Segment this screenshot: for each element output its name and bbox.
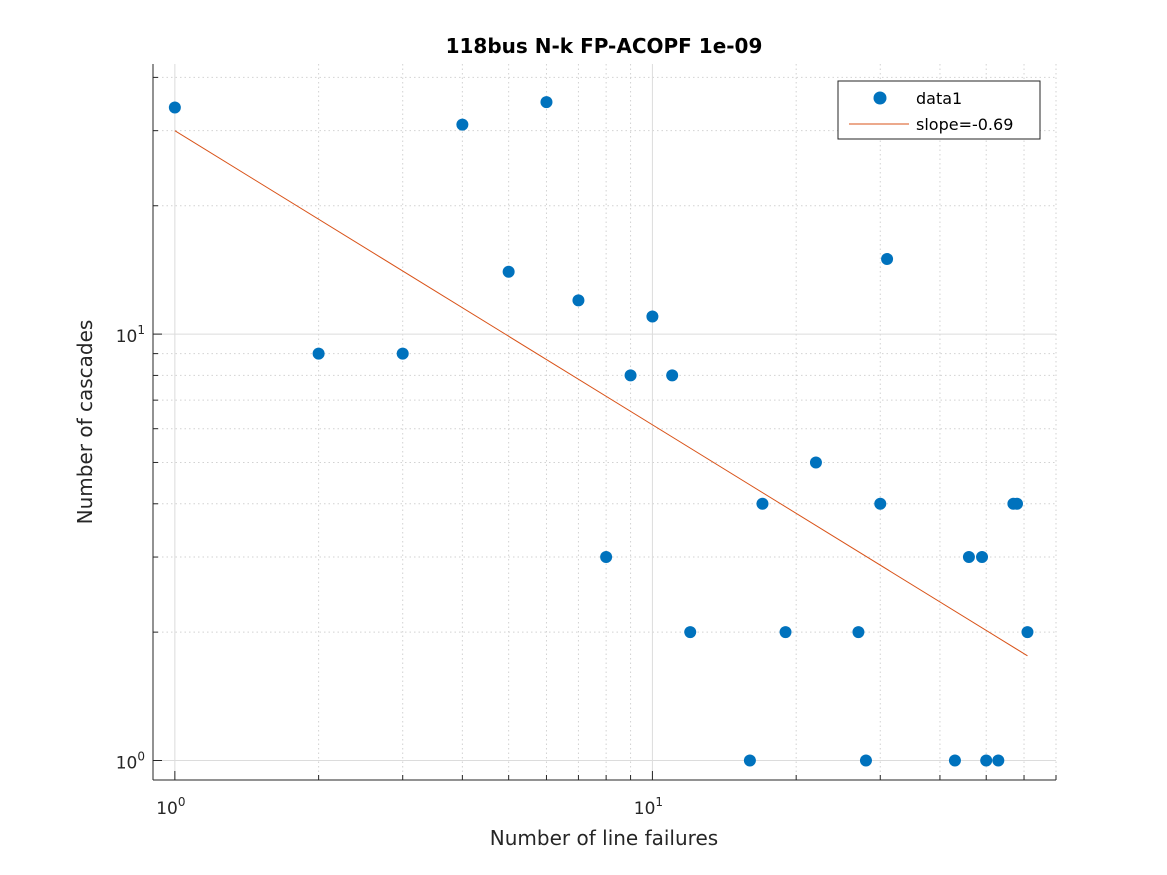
scatter-point bbox=[962, 551, 975, 564]
chart-title: 118bus N-k FP-ACOPF 1e-09 bbox=[446, 34, 763, 58]
scatter-point bbox=[624, 369, 637, 382]
scatter-point bbox=[312, 347, 325, 360]
legend-label-fit: slope=-0.69 bbox=[916, 115, 1013, 134]
scatter-point bbox=[1021, 626, 1034, 639]
x-tick-label: 101 bbox=[634, 795, 663, 819]
scatter-point bbox=[874, 497, 887, 510]
scatter-point bbox=[646, 310, 659, 323]
tick-labels: 100 101 100 101 bbox=[116, 323, 663, 819]
scatter-point bbox=[809, 456, 822, 469]
legend-box bbox=[837, 80, 1041, 140]
scatter-point bbox=[684, 626, 697, 639]
y-axis-label: Number of cascades bbox=[73, 320, 97, 525]
scatter-point bbox=[743, 754, 756, 767]
scatter-point bbox=[1011, 497, 1023, 510]
axes bbox=[152, 64, 1057, 781]
y-tick-label: 100 bbox=[116, 749, 145, 773]
y-tick-label: 101 bbox=[116, 323, 145, 347]
scatter-point bbox=[859, 754, 872, 767]
scatter-point bbox=[666, 369, 679, 382]
scatter-point bbox=[976, 551, 989, 564]
legend: data1 slope=-0.69 bbox=[837, 80, 1041, 140]
scatter-point bbox=[456, 118, 469, 131]
legend-marker-data1 bbox=[873, 91, 887, 105]
scatter-point bbox=[980, 754, 993, 767]
scatter-point bbox=[600, 551, 613, 564]
scatter-point bbox=[948, 754, 961, 767]
plot-area bbox=[153, 64, 1056, 780]
scatter-point bbox=[992, 754, 1005, 767]
scatter-point bbox=[168, 101, 181, 114]
fit-line bbox=[174, 130, 1028, 657]
scatter-point bbox=[756, 497, 769, 510]
scatter-point bbox=[572, 294, 585, 307]
x-axis-label: Number of line failures bbox=[490, 826, 718, 850]
scatter-point bbox=[881, 253, 894, 266]
scatter-point bbox=[852, 626, 865, 639]
scatter-point bbox=[396, 347, 409, 360]
legend-label-data1: data1 bbox=[916, 89, 962, 108]
scatter-point bbox=[779, 626, 792, 639]
scatter-point bbox=[502, 265, 515, 278]
x-tick-label: 100 bbox=[156, 795, 185, 819]
series-layer bbox=[168, 96, 1034, 767]
scatter-point bbox=[540, 96, 553, 109]
